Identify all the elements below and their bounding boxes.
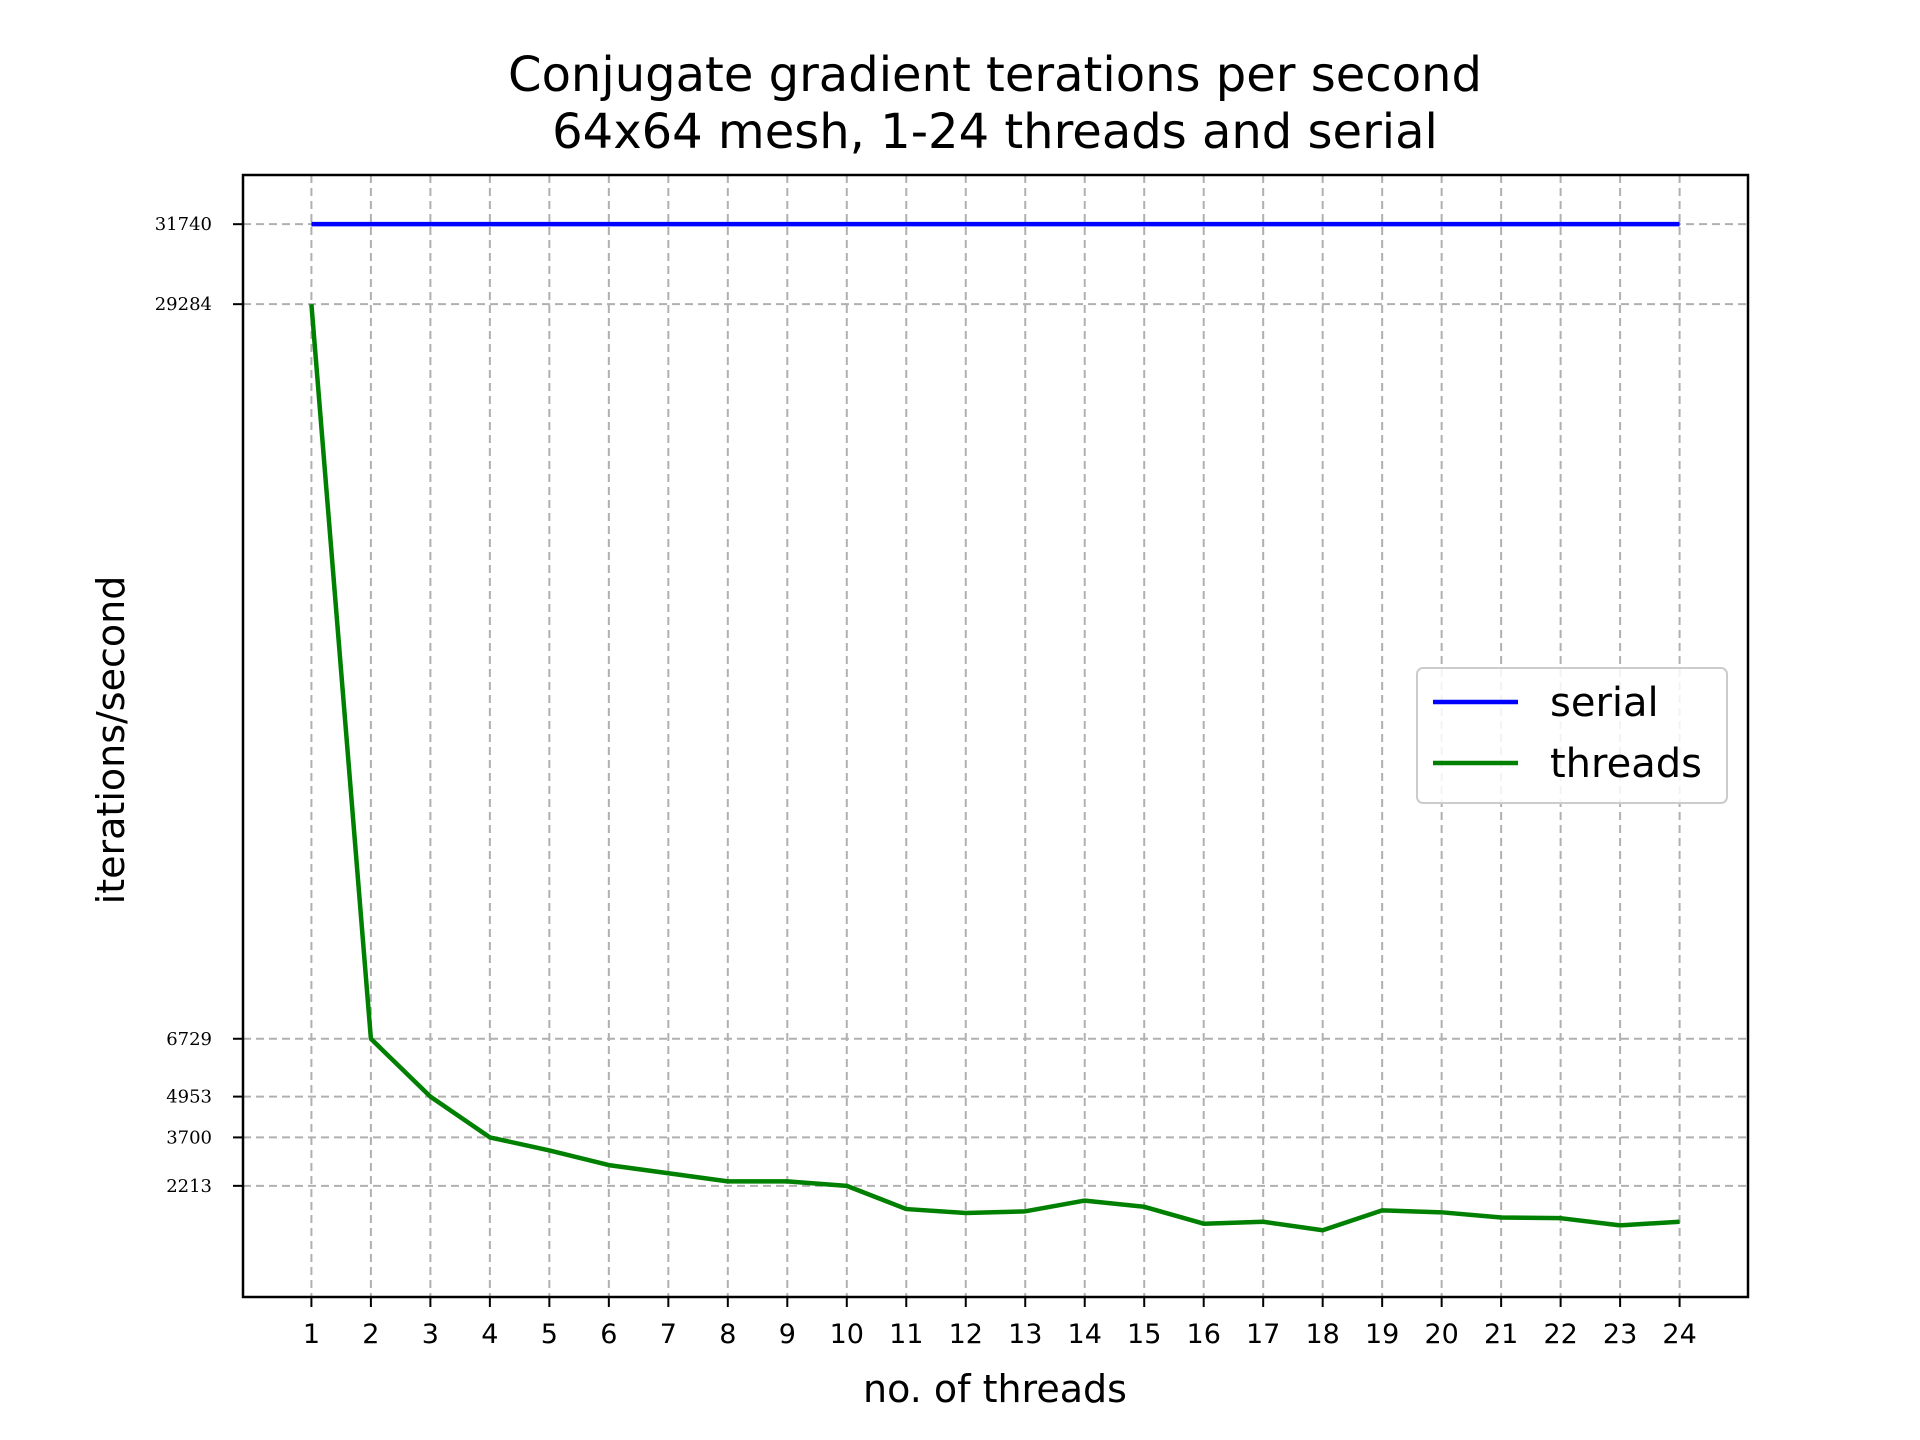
x-tick-label: 12: [949, 1319, 983, 1350]
chart-title-line-2: 64x64 mesh, 1-24 threads and serial: [552, 104, 1438, 160]
x-tick-label: 1: [303, 1319, 320, 1350]
y-tick-label: 29284: [155, 294, 212, 315]
x-tick-label: 7: [660, 1319, 677, 1350]
plot-area-frame: [241, 173, 1750, 1299]
series-lines: [309, 221, 1680, 1233]
legend-threads-label: threads: [1550, 741, 1702, 787]
x-tick-label: 18: [1305, 1319, 1339, 1350]
x-tick-label: 16: [1187, 1319, 1221, 1350]
y-tick-label: 4953: [166, 1087, 212, 1108]
x-tick-label: 4: [481, 1319, 498, 1350]
x-tick-label: 10: [830, 1319, 864, 1350]
x-tick-label: 5: [541, 1319, 558, 1350]
x-tick-label: 20: [1424, 1319, 1458, 1350]
y-tick-label: 31740: [155, 214, 212, 235]
x-tick-label: 13: [1008, 1319, 1042, 1350]
x-axis-label: no. of threads: [863, 1367, 1127, 1411]
x-tick-label: 11: [889, 1319, 923, 1350]
x-tick-label: 14: [1068, 1319, 1102, 1350]
legend-serial-label: serial: [1550, 680, 1659, 726]
series-line-threads: [309, 303, 1680, 1233]
y-tick-label: 3700: [166, 1127, 212, 1148]
x-tick-label: 3: [422, 1319, 439, 1350]
chart-title-line-1: Conjugate gradient terations per second: [508, 47, 1482, 103]
x-tick-label: 24: [1662, 1319, 1696, 1350]
legend: serial threads: [1416, 667, 1728, 804]
x-tick-label: 8: [719, 1319, 736, 1350]
x-tick-label: 2: [362, 1319, 379, 1350]
x-tick-label: 22: [1543, 1319, 1577, 1350]
x-tick-label: 6: [600, 1319, 617, 1350]
x-tick-label: 15: [1127, 1319, 1161, 1350]
y-tick-label: 2213: [166, 1176, 212, 1197]
x-tick-label: 19: [1365, 1319, 1399, 1350]
x-tick-label: 21: [1484, 1319, 1518, 1350]
y-tick-label: 6729: [166, 1029, 212, 1050]
y-axis-label: iterations/second: [89, 576, 133, 905]
x-tick-label: 23: [1603, 1319, 1637, 1350]
x-tick-label: 9: [779, 1319, 796, 1350]
x-tick-label: 17: [1246, 1319, 1280, 1350]
axis-ticks: 1 2 3 4 5 6 7 8 9 10 11 12 13 14 15 16 17 18 19 20 21 22 23 243…: [155, 214, 1697, 1350]
